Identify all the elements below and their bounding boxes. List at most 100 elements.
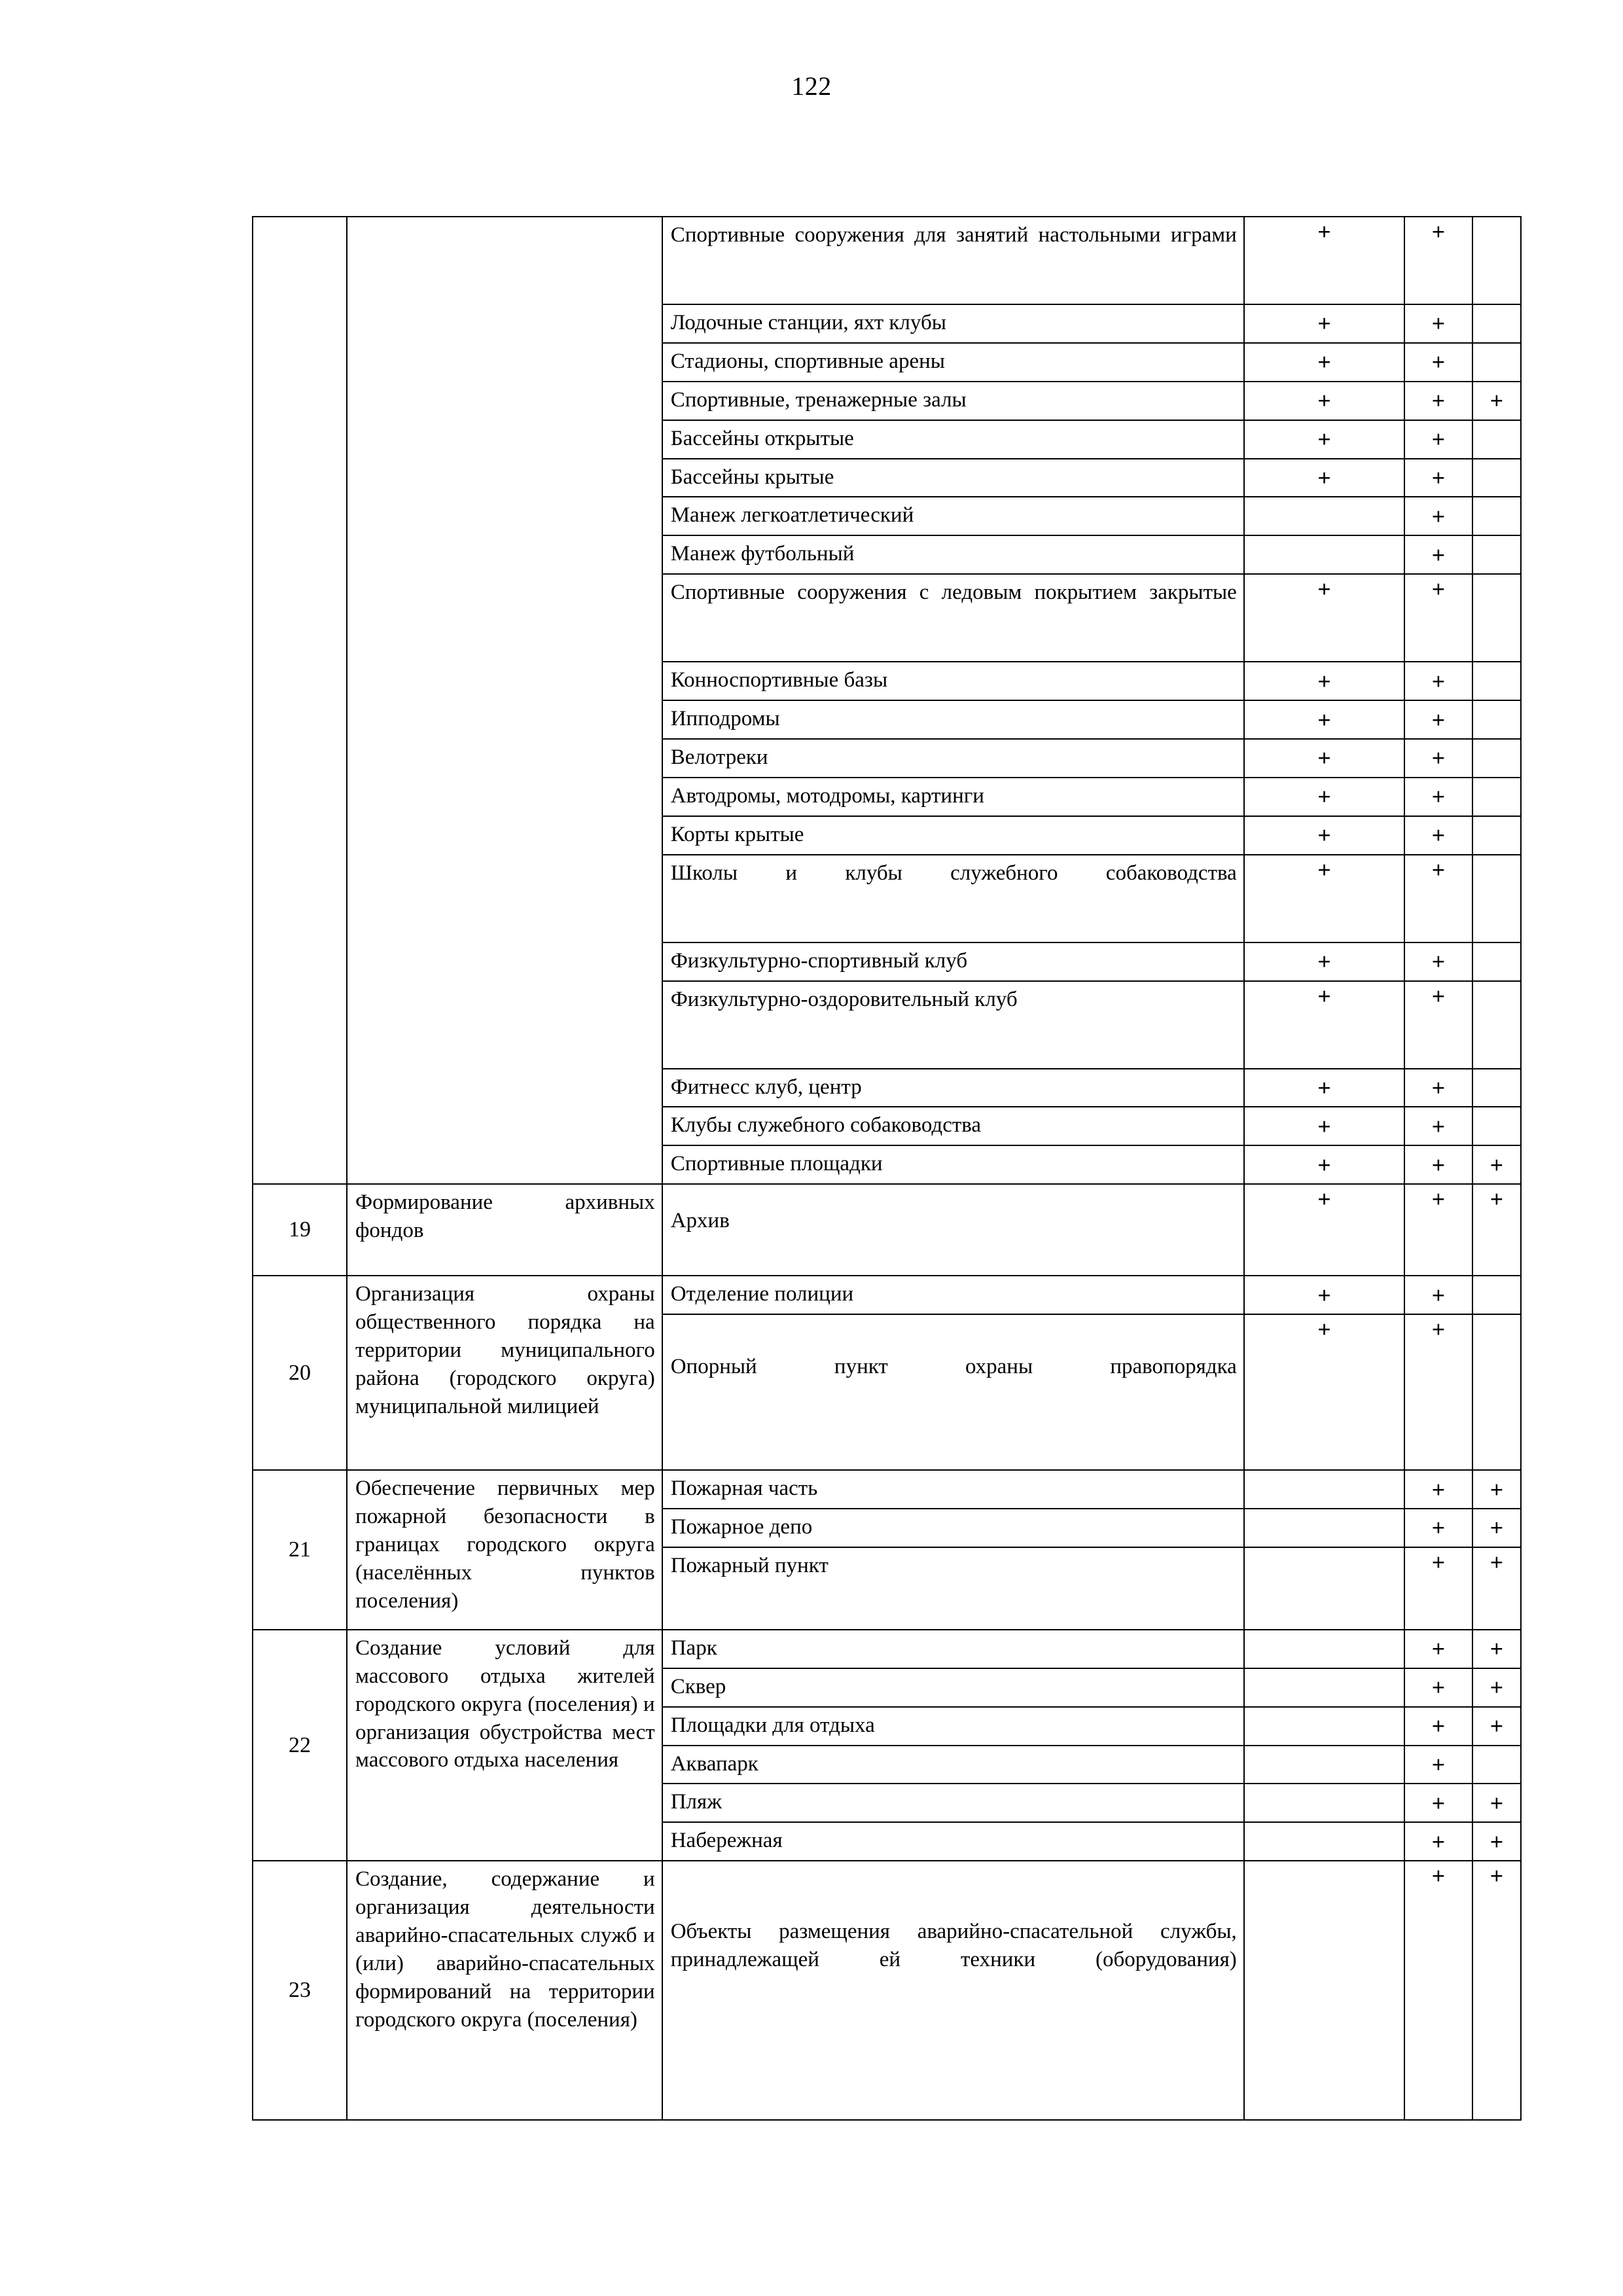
object-cell: Набережная xyxy=(661,1821,1245,1862)
mark-cell-2: + xyxy=(1404,1508,1473,1548)
table-row: Корты крытые + + xyxy=(253,815,1522,855)
mark-cell-1 xyxy=(1243,1628,1406,1669)
mark-cell-1: + xyxy=(1243,1067,1406,1108)
object-cell: Школы и клубы служебного собаководства xyxy=(661,853,1245,943)
object-cell: Парк xyxy=(661,1628,1245,1669)
table-row: 21 Обеспечение первичных мер пожарной бе… xyxy=(251,1469,1522,1630)
mark-cell-3 xyxy=(1471,419,1522,459)
object-cell: Пожарное депо xyxy=(661,1508,1245,1548)
table-row: Спортивные площадки + + + xyxy=(253,1145,1522,1185)
mark-cell-1: + xyxy=(1243,304,1406,344)
table-row: Ипподромы + + xyxy=(253,700,1522,740)
mark-cell-3: + xyxy=(1471,1628,1522,1669)
function-cell: Формирование архивных фондов xyxy=(346,1183,663,1277)
mark-cell-1: + xyxy=(1243,738,1406,778)
mark-cell-3: + xyxy=(1471,1667,1522,1708)
table-row: Манеж футбольный + xyxy=(253,535,1522,575)
page-number: 122 xyxy=(791,71,832,101)
object-cell: Бассейны открытые xyxy=(661,419,1245,459)
mark-cell-3 xyxy=(1471,815,1522,855)
mark-cell-1 xyxy=(1243,1667,1406,1708)
table-row: 20 Организация охраны общественного поря… xyxy=(251,1275,1522,1471)
mark-cell-3 xyxy=(1471,1067,1522,1108)
object-cell: Пожарная часть xyxy=(661,1469,1245,1510)
mark-cell-1 xyxy=(1243,535,1406,575)
mark-cell-1 xyxy=(1243,1706,1406,1746)
mark-cell-2: + xyxy=(1404,1183,1473,1277)
table-row: Бассейны крытые + + xyxy=(253,457,1522,498)
object-cell: Физкультурно-спортивный клуб xyxy=(661,941,1245,982)
mark-cell-2: + xyxy=(1404,1783,1473,1823)
mark-cell-1 xyxy=(1243,1860,1406,2121)
mark-cell-1 xyxy=(1243,1821,1406,1862)
table-row: Спортивные сооружения для занятий настол… xyxy=(251,215,1522,1185)
mark-cell-3 xyxy=(1471,304,1522,344)
mark-cell-3: + xyxy=(1471,1783,1522,1823)
row-number-cell: 21 xyxy=(251,1469,348,1630)
object-cell: Манеж футбольный xyxy=(661,535,1245,575)
object-cell: Ипподромы xyxy=(661,700,1245,740)
object-cell: Физкультурно-оздоровительный клуб xyxy=(661,980,1245,1069)
object-cell: Бассейны крытые xyxy=(661,457,1245,498)
function-cell: Обеспечение первичных мер пожарной безоп… xyxy=(346,1469,663,1630)
row-number-cell: 22 xyxy=(251,1628,348,1862)
mark-cell-1: + xyxy=(1243,815,1406,855)
mark-cell-2: + xyxy=(1404,1314,1473,1471)
mark-cell-1 xyxy=(1243,1469,1406,1510)
function-text: Формирование архивных фондов xyxy=(355,1191,655,1243)
mark-cell-1 xyxy=(1243,1783,1406,1823)
object-cell: Манеж легкоатлетический xyxy=(661,496,1245,537)
object-cell: Клубы служебного собаководства xyxy=(661,1106,1245,1147)
mark-cell-1: + xyxy=(1243,419,1406,459)
mark-cell-3 xyxy=(1471,1275,1522,1316)
object-cell: Аквапарк xyxy=(661,1744,1245,1785)
object-cell: Автодромы, мотодромы, картинги xyxy=(661,776,1245,817)
object-cell: Спортивные сооружения для занятий настол… xyxy=(661,216,1245,305)
mark-cell-2: + xyxy=(1404,1546,1473,1630)
table-row: Спортивные, тренажерные залы + + + xyxy=(253,380,1522,421)
mark-cell-1: + xyxy=(1243,776,1406,817)
table-row: Набережная + + xyxy=(253,1821,1522,1862)
mark-cell-2: + xyxy=(1404,815,1473,855)
table-row: Лодочные станции, яхт клубы + + xyxy=(253,304,1522,344)
mark-cell-2: + xyxy=(1404,535,1473,575)
table-row: Клубы служебного собаководства + + xyxy=(253,1106,1522,1147)
row-number-cell: 20 xyxy=(251,1275,348,1471)
object-cell: Велотреки xyxy=(661,738,1245,778)
mark-cell-2: + xyxy=(1404,941,1473,982)
object-cell: Конноспортивные базы xyxy=(661,661,1245,702)
mark-cell-3 xyxy=(1471,661,1522,702)
mark-cell-1: + xyxy=(1243,980,1406,1069)
mark-cell-3 xyxy=(1471,980,1522,1069)
mark-cell-2: + xyxy=(1404,419,1473,459)
table-row: Физкультурно-оздоровительный клуб + + xyxy=(253,980,1522,1069)
mark-cell-3 xyxy=(1471,941,1522,982)
table-row: Физкультурно-спортивный клуб + + xyxy=(253,941,1522,982)
mark-cell-1: + xyxy=(1243,1106,1406,1147)
mark-cell-3 xyxy=(1471,853,1522,943)
object-cell: Спортивные площадки xyxy=(661,1145,1245,1185)
mark-cell-3 xyxy=(1471,573,1522,663)
table-row: Площадки для отдыха + + xyxy=(253,1706,1522,1746)
mark-cell-2: + xyxy=(1404,853,1473,943)
mark-cell-2: + xyxy=(1404,457,1473,498)
mark-cell-3 xyxy=(1471,1744,1522,1785)
object-cell: Пляж xyxy=(661,1783,1245,1823)
object-cell: Стадионы, спортивные арены xyxy=(661,342,1245,382)
mark-cell-1: + xyxy=(1243,853,1406,943)
mark-cell-2: + xyxy=(1404,1821,1473,1862)
function-cell: Создание условий для массового отдыха жи… xyxy=(346,1628,663,1862)
row-number-cell: 19 xyxy=(251,1183,348,1277)
mark-cell-2: + xyxy=(1404,496,1473,537)
mark-cell-1: + xyxy=(1243,573,1406,663)
table-row: Конноспортивные базы + + xyxy=(253,661,1522,702)
table-row: Автодромы, мотодромы, картинги + + xyxy=(253,776,1522,817)
function-text: Обеспечение первичных мер пожарной безоп… xyxy=(355,1477,655,1613)
function-text: Организация охраны общественного порядка… xyxy=(355,1282,655,1418)
mark-cell-3 xyxy=(1471,457,1522,498)
mark-cell-2: + xyxy=(1404,1067,1473,1108)
function-cell: Организация охраны общественного порядка… xyxy=(346,1275,663,1471)
function-text: Создание, содержание и организация деяте… xyxy=(355,1867,655,2032)
mark-cell-3: + xyxy=(1471,380,1522,421)
mark-cell-3 xyxy=(1471,496,1522,537)
